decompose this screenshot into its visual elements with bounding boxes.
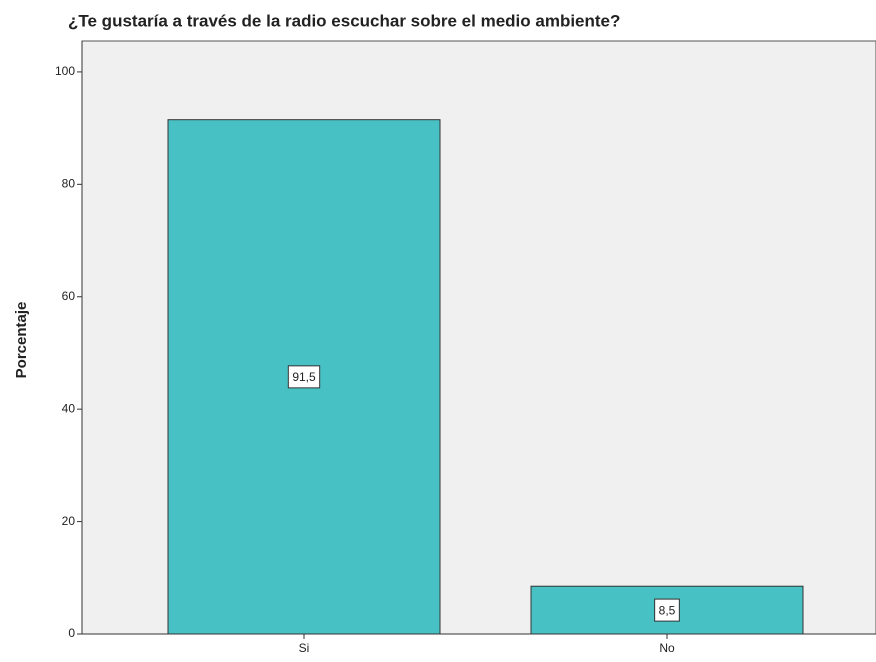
value-label-box xyxy=(287,365,321,389)
y-axis-label: Porcentaje xyxy=(13,302,30,379)
y-tick-label: 80 xyxy=(62,177,76,191)
value-label: 8,5 xyxy=(659,603,676,617)
chart-title: ¿Te gustaría a través de la radio escuch… xyxy=(68,11,620,30)
y-tick-label: 20 xyxy=(62,514,76,528)
x-tick-label: No xyxy=(659,641,675,655)
y-tick-label: 0 xyxy=(68,626,75,640)
y-tick-label: 40 xyxy=(62,401,76,415)
x-tick-label: Si xyxy=(299,641,310,655)
y-tick-label: 100 xyxy=(55,64,75,78)
value-label-box xyxy=(654,598,680,622)
value-label: 91,5 xyxy=(292,370,316,384)
y-tick-label: 60 xyxy=(62,289,76,303)
